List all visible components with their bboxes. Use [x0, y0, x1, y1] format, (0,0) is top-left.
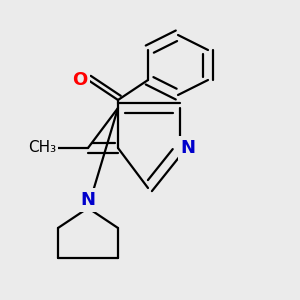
Text: N: N	[80, 191, 95, 209]
Text: O: O	[72, 71, 88, 89]
Text: N: N	[181, 139, 196, 157]
Text: CH₃: CH₃	[28, 140, 56, 155]
